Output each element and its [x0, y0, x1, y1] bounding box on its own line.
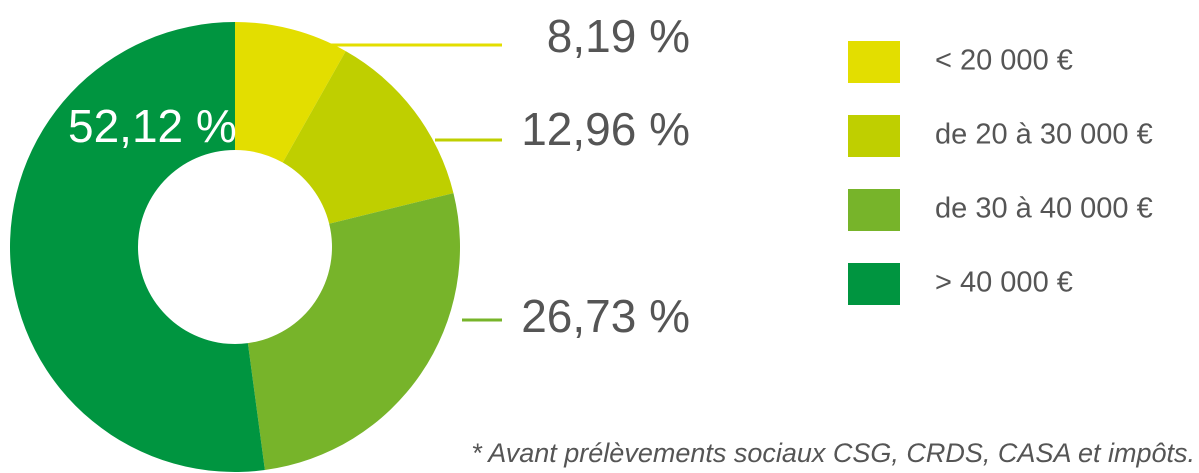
legend-swatch: [848, 263, 900, 305]
legend-swatch: [848, 189, 900, 231]
legend-swatch: [848, 115, 900, 157]
legend-swatch: [848, 41, 900, 83]
value-label: 12,96 %: [521, 103, 690, 155]
legend-label: de 30 à 40 000 €: [935, 193, 1153, 225]
value-label: 26,73 %: [521, 290, 690, 342]
donut-segment: [10, 22, 265, 472]
legend-label: < 20 000 €: [935, 45, 1073, 77]
value-label: 52,12 %: [68, 100, 237, 152]
donut-segment: [235, 22, 346, 163]
donut-segment: [247, 193, 460, 471]
legend-label: > 40 000 €: [935, 267, 1073, 299]
donut-segment: [282, 51, 454, 224]
legend-label: de 20 à 30 000 €: [935, 119, 1153, 151]
value-label: 8,19 %: [547, 10, 690, 62]
footnote: * Avant prélèvements sociaux CSG, CRDS, …: [471, 438, 1195, 468]
